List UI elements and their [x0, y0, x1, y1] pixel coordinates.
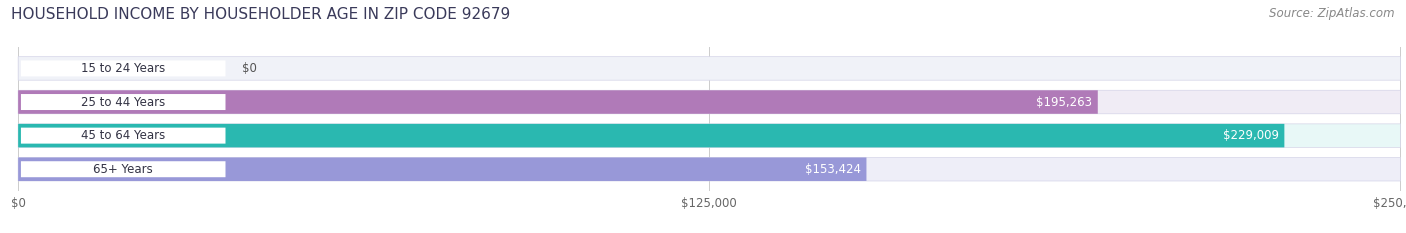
FancyBboxPatch shape [18, 90, 1400, 114]
Text: $0: $0 [242, 62, 257, 75]
Text: $195,263: $195,263 [1036, 96, 1092, 109]
FancyBboxPatch shape [21, 94, 225, 110]
Text: $229,009: $229,009 [1223, 129, 1279, 142]
Text: 45 to 64 Years: 45 to 64 Years [82, 129, 166, 142]
FancyBboxPatch shape [18, 57, 1400, 80]
Text: 65+ Years: 65+ Years [93, 163, 153, 176]
Text: 25 to 44 Years: 25 to 44 Years [82, 96, 166, 109]
Text: 15 to 24 Years: 15 to 24 Years [82, 62, 166, 75]
Text: $153,424: $153,424 [804, 163, 860, 176]
FancyBboxPatch shape [18, 124, 1284, 147]
FancyBboxPatch shape [18, 158, 1400, 181]
FancyBboxPatch shape [21, 60, 225, 76]
FancyBboxPatch shape [18, 158, 866, 181]
FancyBboxPatch shape [21, 161, 225, 177]
FancyBboxPatch shape [21, 128, 225, 144]
FancyBboxPatch shape [18, 90, 1098, 114]
Text: HOUSEHOLD INCOME BY HOUSEHOLDER AGE IN ZIP CODE 92679: HOUSEHOLD INCOME BY HOUSEHOLDER AGE IN Z… [11, 7, 510, 22]
Text: Source: ZipAtlas.com: Source: ZipAtlas.com [1270, 7, 1395, 20]
FancyBboxPatch shape [18, 124, 1400, 147]
